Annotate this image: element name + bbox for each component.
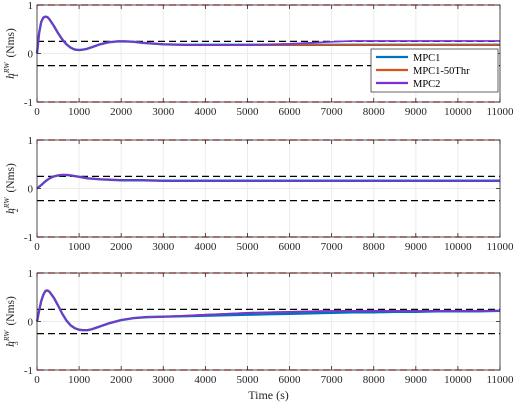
x-tick-label: 2000 xyxy=(110,374,133,386)
x-tick-label: 10000 xyxy=(444,241,472,253)
y-tick-label: 0 xyxy=(28,49,34,61)
y-tick-label: 1 xyxy=(28,268,34,280)
x-tick-label: 11000 xyxy=(486,374,514,386)
x-tick-label: 8000 xyxy=(363,374,386,386)
y-tick-label: 0 xyxy=(28,317,34,329)
x-tick-label: 1000 xyxy=(68,374,91,386)
legend: MPC1 MPC1-50Thr MPC2 xyxy=(370,48,499,93)
legend-entry-label: MPC1-50Thr xyxy=(413,66,470,77)
y-tick-label: 1 xyxy=(28,135,34,147)
x-tick-label: 8000 xyxy=(363,241,386,253)
x-tick-label: 1000 xyxy=(68,241,91,253)
x-tick-label: 5000 xyxy=(236,241,259,253)
x-tick-label: 7000 xyxy=(321,241,344,253)
x-tick-label: 5000 xyxy=(236,374,259,386)
x-tick-label: 0 xyxy=(34,241,40,253)
subplot-1: 0 1000 2000 3000 4000 5000 6000 7000 8000 9000 100… xyxy=(2,0,514,118)
x-tick-label: 6000 xyxy=(279,241,302,253)
x-tick-label: 0 xyxy=(34,106,40,118)
x-tick-label: 4000 xyxy=(194,241,217,253)
x-tick-label: 3000 xyxy=(152,241,175,253)
x-tick-label: 10000 xyxy=(444,374,472,386)
x-tick-label: 11000 xyxy=(486,241,514,253)
x-tick-label: 7000 xyxy=(321,106,344,118)
x-tick-label: 9000 xyxy=(405,374,428,386)
x-tick-label: 4000 xyxy=(194,106,217,118)
x-tick-label: 2000 xyxy=(110,106,133,118)
x-tick-label: 3000 xyxy=(152,374,175,386)
x-tick-label: 0 xyxy=(34,374,40,386)
x-tick-label: 1000 xyxy=(68,106,91,118)
y-axis-label: hRW1 (Nms) xyxy=(2,28,20,79)
x-tick-label: 3000 xyxy=(152,106,175,118)
y-tick-label: -1 xyxy=(24,97,33,109)
subplot-3: 0 1000 2000 3000 4000 5000 6000 7000 8000 9000 100… xyxy=(2,268,514,402)
legend-entry-label: MPC2 xyxy=(413,79,440,90)
x-tick-label: 8000 xyxy=(363,106,386,118)
x-tick-label: 6000 xyxy=(279,374,302,386)
x-tick-label: 9000 xyxy=(405,241,428,253)
x-tick-label: 11000 xyxy=(486,106,514,118)
y-tick-label: -1 xyxy=(24,232,33,244)
x-tick-label: 9000 xyxy=(405,106,428,118)
x-tick-label: 5000 xyxy=(236,106,259,118)
series-line-mpc2 xyxy=(36,289,500,332)
y-tick-label: 0 xyxy=(28,184,34,196)
x-tick-label: 2000 xyxy=(110,241,133,253)
x-tick-label: 10000 xyxy=(444,106,472,118)
subplot-2: 0 1000 2000 3000 4000 5000 6000 7000 8000 9000 100… xyxy=(2,135,514,253)
x-tick-label: 7000 xyxy=(321,374,344,386)
x-tick-label: 6000 xyxy=(279,106,302,118)
y-axis-label: hRW3 (Nms) xyxy=(2,296,20,347)
y-tick-label: 1 xyxy=(28,0,34,12)
x-axis-label: Time (s) xyxy=(248,388,289,402)
y-axis-label: hRW2 (Nms) xyxy=(2,163,20,214)
y-tick-label: -1 xyxy=(24,365,33,377)
legend-entry-label: MPC1 xyxy=(413,53,440,64)
x-tick-label: 4000 xyxy=(194,374,217,386)
series-line-mpc2 xyxy=(36,174,500,190)
series-line-mpc2 xyxy=(36,15,500,54)
